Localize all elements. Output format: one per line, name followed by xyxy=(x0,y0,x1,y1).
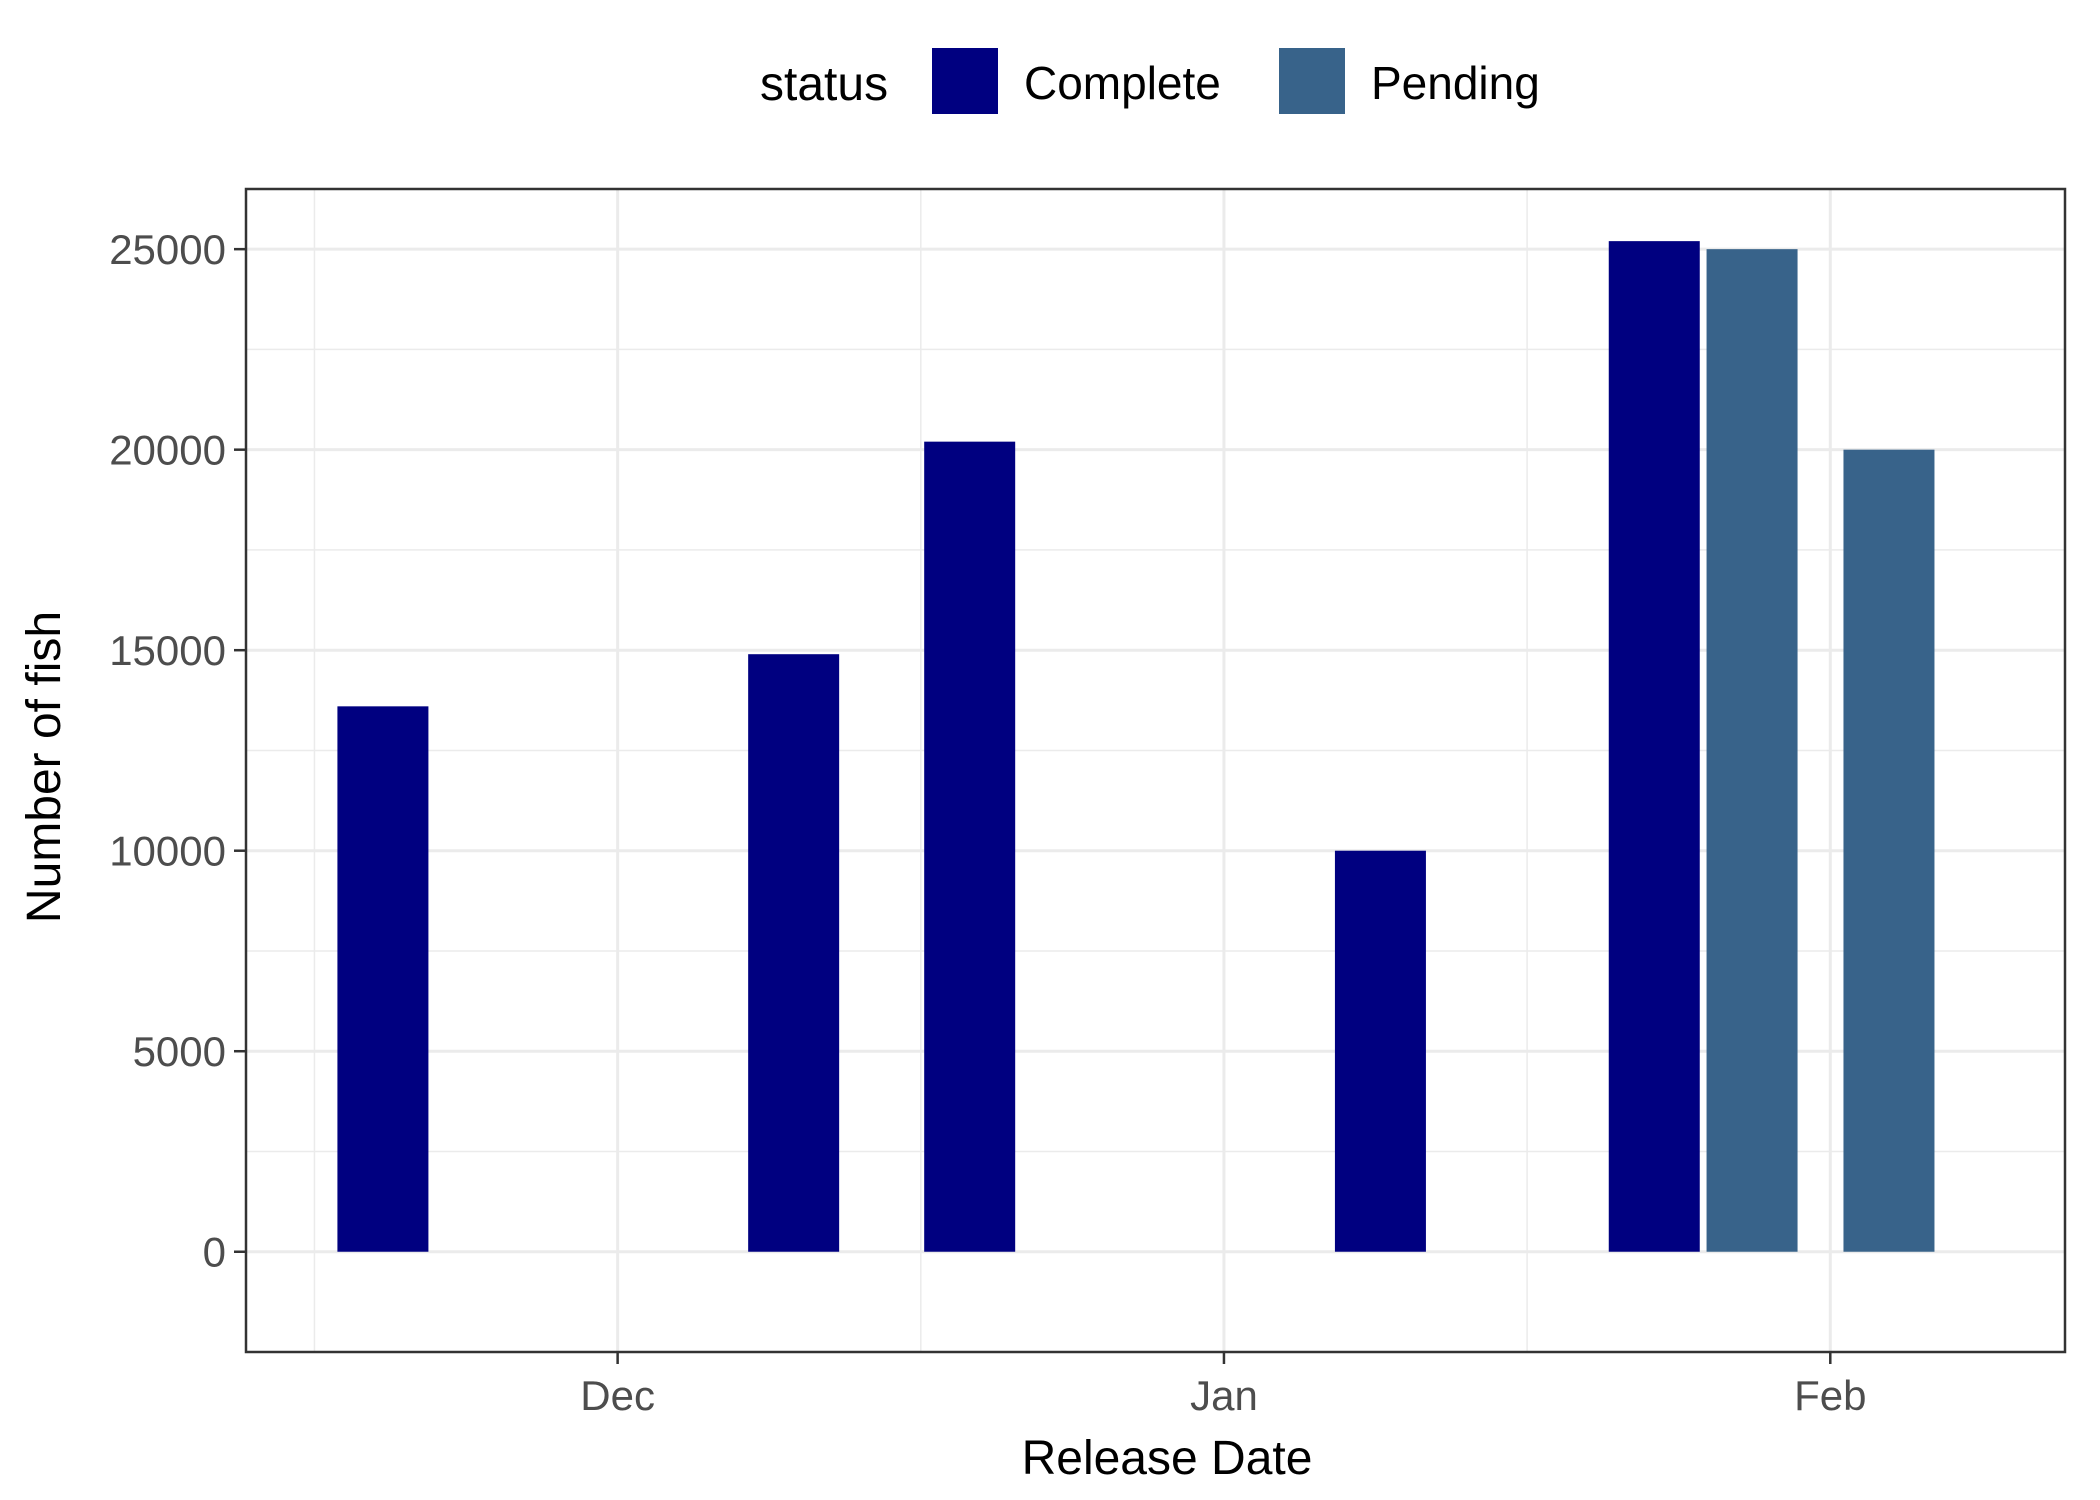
y-tick-label: 25000 xyxy=(109,226,226,273)
legend-swatch-complete xyxy=(932,48,998,114)
legend-swatch-pending xyxy=(1279,48,1345,114)
bar-complete xyxy=(924,441,1016,1252)
y-tick-label: 5000 xyxy=(133,1028,226,1075)
bar-complete xyxy=(748,654,840,1252)
plot-panel-border xyxy=(244,187,2067,1354)
y-tick-label: 10000 xyxy=(109,828,226,875)
bar-pending xyxy=(1706,249,1798,1252)
y-tick-label: 0 xyxy=(203,1229,226,1276)
y-axis: 0 5000 10000 15000 20000 25000 xyxy=(109,226,246,1276)
panel-border xyxy=(244,187,2067,1354)
bar-complete xyxy=(337,706,429,1252)
legend-label-complete: Complete xyxy=(1024,57,1221,109)
x-axis: Dec Jan Feb xyxy=(580,1352,1866,1419)
y-axis-title: Number of fish xyxy=(18,611,71,923)
x-tick-label: Feb xyxy=(1794,1372,1866,1419)
bar-pending xyxy=(1843,449,1935,1252)
legend-label-pending: Pending xyxy=(1371,57,1540,109)
x-tick-label: Jan xyxy=(1190,1372,1258,1419)
legend: status Complete Pending xyxy=(760,48,1540,114)
x-tick-label: Dec xyxy=(580,1372,655,1419)
y-tick-label: 15000 xyxy=(109,627,226,674)
minor-gridlines xyxy=(246,189,2065,1352)
x-axis-title: Release Date xyxy=(1022,1432,1313,1485)
legend-title: status xyxy=(760,58,888,111)
bar-complete xyxy=(1334,850,1426,1252)
bar-complete xyxy=(1608,241,1700,1252)
y-tick-label: 20000 xyxy=(109,427,226,474)
bars xyxy=(337,241,1935,1252)
